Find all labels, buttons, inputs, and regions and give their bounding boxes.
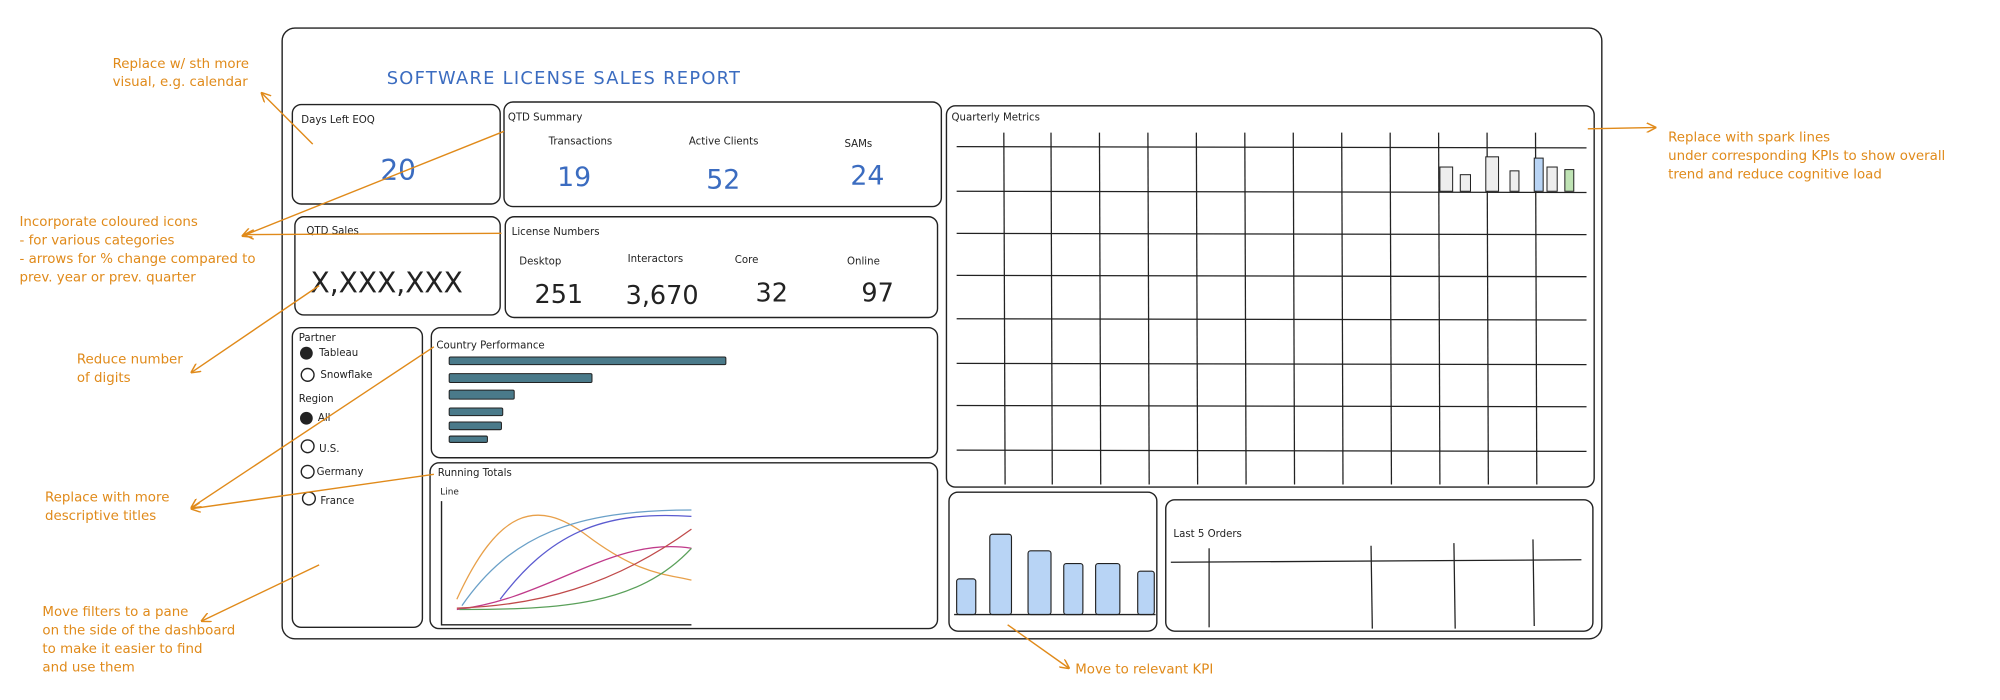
annotation: Replace with spark lines — [1668, 131, 1830, 146]
grid-line — [956, 449, 1587, 453]
radio-label[interactable]: Germany — [317, 467, 364, 478]
grid-line — [956, 190, 1587, 194]
panel-label: License Numbers — [512, 227, 600, 238]
annotation: - for various categories — [19, 233, 174, 248]
panel — [291, 103, 501, 205]
annotation: of digits — [77, 371, 131, 386]
filter-label: Region — [299, 394, 334, 405]
grid-line — [956, 404, 1587, 408]
annotation: Replace w/ sth more — [113, 57, 249, 72]
grid-line — [1003, 132, 1006, 485]
radio[interactable] — [301, 491, 317, 506]
kpi-label: Transactions — [548, 137, 613, 148]
annotation: prev. year or prev. quarter — [19, 270, 196, 285]
axis — [440, 501, 692, 626]
annotation: Move to relevant KPI — [1075, 662, 1213, 677]
kpi-value: 24 — [850, 161, 884, 192]
kpi-label: Interactors — [628, 254, 683, 265]
bars — [956, 533, 1155, 616]
annotation: on the side of the dashboard — [42, 624, 235, 639]
grid-line — [1341, 132, 1344, 485]
grid-line — [1244, 132, 1247, 485]
kpi-value: X,XXX,XXX — [311, 266, 463, 299]
kpi-value: 19 — [557, 162, 591, 193]
panel — [429, 462, 939, 630]
annotation: and use them — [42, 660, 134, 675]
kpi-value: 97 — [861, 279, 893, 309]
panel-label: Last 5 Orders — [1173, 529, 1241, 540]
panel-label: Country Performance — [436, 341, 544, 352]
kpi-label: Online — [847, 256, 880, 267]
kpi-label: Desktop — [519, 256, 561, 267]
sparkbars — [1439, 156, 1575, 192]
radio[interactable] — [300, 439, 315, 454]
radio-label[interactable]: Tableau — [318, 348, 358, 359]
annotation: Incorporate coloured icons — [19, 215, 197, 230]
grid-line — [956, 145, 1587, 149]
grid-line — [956, 274, 1587, 278]
kpi-value: 20 — [380, 154, 416, 187]
radio[interactable] — [300, 464, 315, 479]
grid-line — [956, 318, 1587, 321]
radio-label[interactable]: France — [320, 496, 354, 507]
annotation: visual, e.g. calendar — [113, 75, 249, 90]
kpi-value: 52 — [706, 165, 740, 196]
grid-line — [1437, 132, 1441, 485]
radio[interactable] — [300, 411, 313, 425]
kpi-label: Core — [735, 255, 759, 266]
panel — [504, 216, 939, 319]
kpi-label: SAMs — [844, 139, 872, 150]
panel — [948, 491, 1158, 632]
kpi-value: 32 — [756, 279, 788, 309]
annotation: Reduce number — [77, 353, 183, 368]
grid-line — [956, 232, 1587, 236]
dashboard-frame — [281, 27, 1603, 640]
grid-line — [1147, 132, 1150, 485]
panel-label: QTD Sales — [306, 226, 358, 237]
annotation: under corresponding KPIs to show overall — [1668, 149, 1945, 164]
grid-line — [956, 362, 1587, 366]
radio[interactable] — [300, 367, 315, 382]
annotation: Replace with more — [45, 490, 169, 505]
radio-label[interactable]: All — [318, 413, 331, 424]
grid-line — [1195, 132, 1199, 485]
radio[interactable] — [300, 346, 313, 360]
radio-label[interactable]: U.S. — [319, 444, 339, 455]
annotations — [192, 93, 1656, 668]
lines — [456, 509, 692, 611]
annotation: - arrows for % change compared to — [19, 252, 255, 267]
filter-label: Partner — [299, 333, 337, 344]
panel — [945, 105, 1595, 488]
chart-sublabel: Line — [440, 488, 459, 498]
kpi-label: Active Clients — [689, 137, 759, 148]
panel-label: Running Totals — [438, 468, 512, 479]
panel-label: Days Left EOQ — [301, 115, 375, 126]
panel-label: QTD Summary — [508, 112, 583, 123]
kpi-value: 3,670 — [626, 281, 699, 311]
filter-panel — [291, 326, 424, 629]
annotation: descriptive titles — [45, 509, 156, 524]
kpi-value: 251 — [534, 280, 583, 310]
panel — [294, 216, 501, 316]
panel — [503, 101, 943, 208]
grid-line — [1292, 132, 1296, 485]
panel — [430, 326, 939, 459]
annotation: to make it easier to find — [42, 642, 202, 657]
grid-line — [1098, 132, 1102, 485]
annotation: trend and reduce cognitive load — [1668, 168, 1882, 183]
table-lines — [1170, 539, 1582, 629]
bars — [448, 356, 727, 443]
panel-label: Quarterly Metrics — [952, 112, 1040, 123]
panel — [1165, 499, 1594, 632]
grid-line — [1389, 132, 1393, 485]
annotation: Move filters to a pane — [42, 605, 188, 620]
grid-line — [1050, 132, 1053, 485]
radio-label[interactable]: Snowflake — [320, 370, 372, 381]
title: SOFTWARE LICENSE SALES REPORT — [387, 68, 742, 89]
